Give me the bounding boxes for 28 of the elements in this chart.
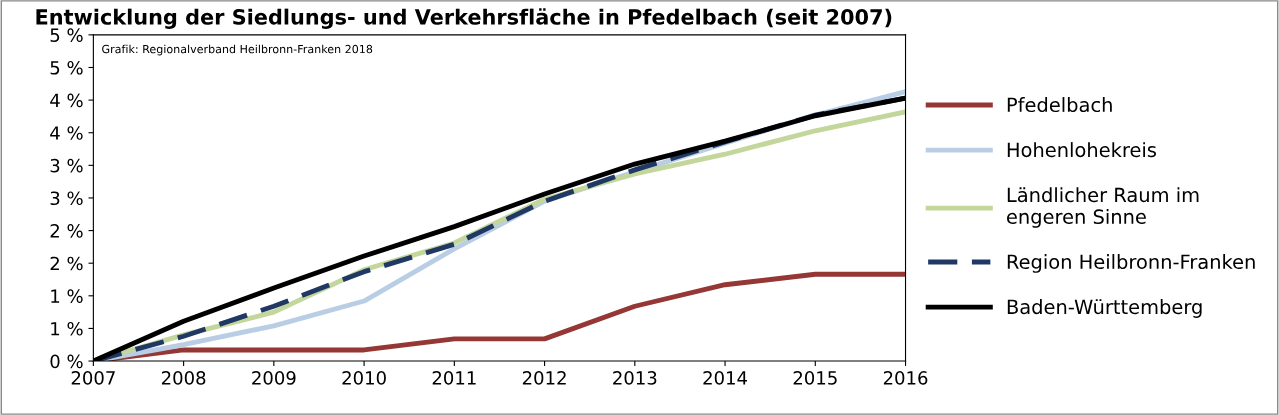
legend-label: Pfedelbach <box>1007 97 1112 113</box>
y-tick-label: 1 % <box>51 321 83 336</box>
x-tick-label: 2010 <box>342 371 386 385</box>
legend-label: Baden-Württemberg <box>1007 299 1202 318</box>
legend-label: Region Heilbronn-Franken <box>1007 254 1255 273</box>
y-tick-label: 0 % <box>50 354 83 369</box>
legend-label: Ländlicher Raum im engeren Sinne <box>1007 187 1199 228</box>
y-tick-label: 2 % <box>50 224 83 238</box>
x-tick-label: 2009 <box>252 371 296 385</box>
y-tick-label: 4 % <box>50 93 83 108</box>
x-tick-label: 2011 <box>432 371 476 385</box>
chart-title: Entwicklung der Siedlungs- und Verkehrsfläche in Pfedelbach (seit 2007) <box>36 8 892 29</box>
y-tick-label: 3 % <box>50 158 83 173</box>
x-tick-label: 2007 <box>71 371 115 385</box>
x-tick-label: 2016 <box>883 371 928 385</box>
x-tick-label: 2013 <box>613 371 657 385</box>
x-tick-label: 2008 <box>161 371 206 385</box>
y-tick-label: 3 % <box>50 191 83 206</box>
y-tick-label: 1 % <box>51 289 83 303</box>
y-tick-label: 4 % <box>50 126 83 140</box>
x-tick-label: 2014 <box>703 371 748 385</box>
x-tick-label: 2015 <box>793 371 837 385</box>
x-tick-label: 2012 <box>522 371 566 385</box>
y-tick-label: 5 % <box>50 28 83 42</box>
annotation: Grafik: Regionalverband Heilbronn-Franken 2018 <box>102 44 373 56</box>
legend-label: Hohenlohekreis <box>1007 142 1156 158</box>
y-tick-label: 5 % <box>50 60 83 75</box>
y-tick-label: 2 % <box>50 256 83 271</box>
